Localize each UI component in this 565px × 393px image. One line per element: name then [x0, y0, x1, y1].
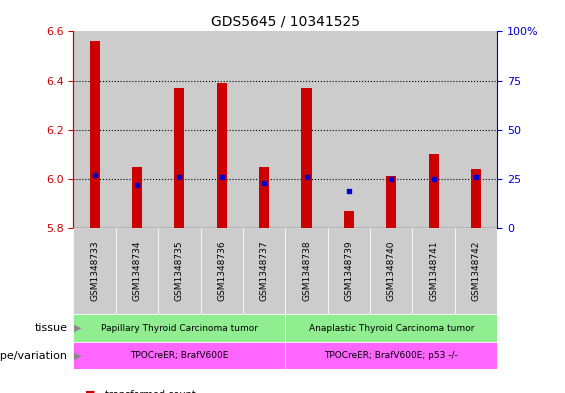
Bar: [471, 169, 481, 228]
Bar: [285, 228, 328, 314]
Bar: [116, 228, 158, 314]
Bar: [73, 314, 285, 342]
Text: GSM1348742: GSM1348742: [472, 241, 480, 301]
Text: GSM1348737: GSM1348737: [260, 241, 268, 301]
Bar: [285, 314, 497, 342]
Bar: [302, 88, 312, 228]
Text: ▶: ▶: [74, 351, 81, 361]
Text: ▶: ▶: [74, 323, 81, 333]
Bar: [328, 31, 370, 228]
Text: GSM1348739: GSM1348739: [345, 241, 353, 301]
Bar: [285, 342, 497, 369]
Bar: [455, 31, 497, 228]
Text: transformed count: transformed count: [105, 390, 195, 393]
Bar: [73, 342, 285, 369]
Text: TPOCreER; BrafV600E; p53 -/-: TPOCreER; BrafV600E; p53 -/-: [324, 351, 458, 360]
Bar: [158, 31, 201, 228]
Text: ■: ■: [85, 390, 95, 393]
Bar: [412, 228, 455, 314]
Bar: [386, 176, 397, 228]
Text: Anaplastic Thyroid Carcinoma tumor: Anaplastic Thyroid Carcinoma tumor: [308, 324, 474, 332]
Title: GDS5645 / 10341525: GDS5645 / 10341525: [211, 15, 360, 29]
Bar: [243, 228, 285, 314]
Text: GSM1348735: GSM1348735: [175, 241, 184, 301]
Text: GSM1348733: GSM1348733: [90, 241, 99, 301]
Bar: [285, 31, 328, 228]
Text: GSM1348738: GSM1348738: [302, 241, 311, 301]
Text: TPOCreER; BrafV600E: TPOCreER; BrafV600E: [130, 351, 229, 360]
Bar: [217, 83, 227, 228]
Text: GSM1348740: GSM1348740: [387, 241, 396, 301]
Bar: [243, 31, 285, 228]
Bar: [174, 88, 184, 228]
Bar: [370, 31, 412, 228]
Bar: [73, 31, 116, 228]
Text: GSM1348734: GSM1348734: [133, 241, 141, 301]
Bar: [132, 167, 142, 228]
Text: GSM1348736: GSM1348736: [218, 241, 226, 301]
Text: genotype/variation: genotype/variation: [0, 351, 68, 361]
Bar: [73, 228, 116, 314]
Text: tissue: tissue: [35, 323, 68, 333]
Bar: [158, 228, 201, 314]
Bar: [201, 31, 243, 228]
Bar: [344, 211, 354, 228]
Bar: [116, 31, 158, 228]
Bar: [328, 228, 370, 314]
Bar: [428, 154, 439, 228]
Bar: [201, 228, 243, 314]
Bar: [259, 167, 270, 228]
Bar: [89, 41, 100, 228]
Bar: [455, 228, 497, 314]
Text: Papillary Thyroid Carcinoma tumor: Papillary Thyroid Carcinoma tumor: [101, 324, 258, 332]
Text: GSM1348741: GSM1348741: [429, 241, 438, 301]
Bar: [370, 228, 412, 314]
Bar: [412, 31, 455, 228]
